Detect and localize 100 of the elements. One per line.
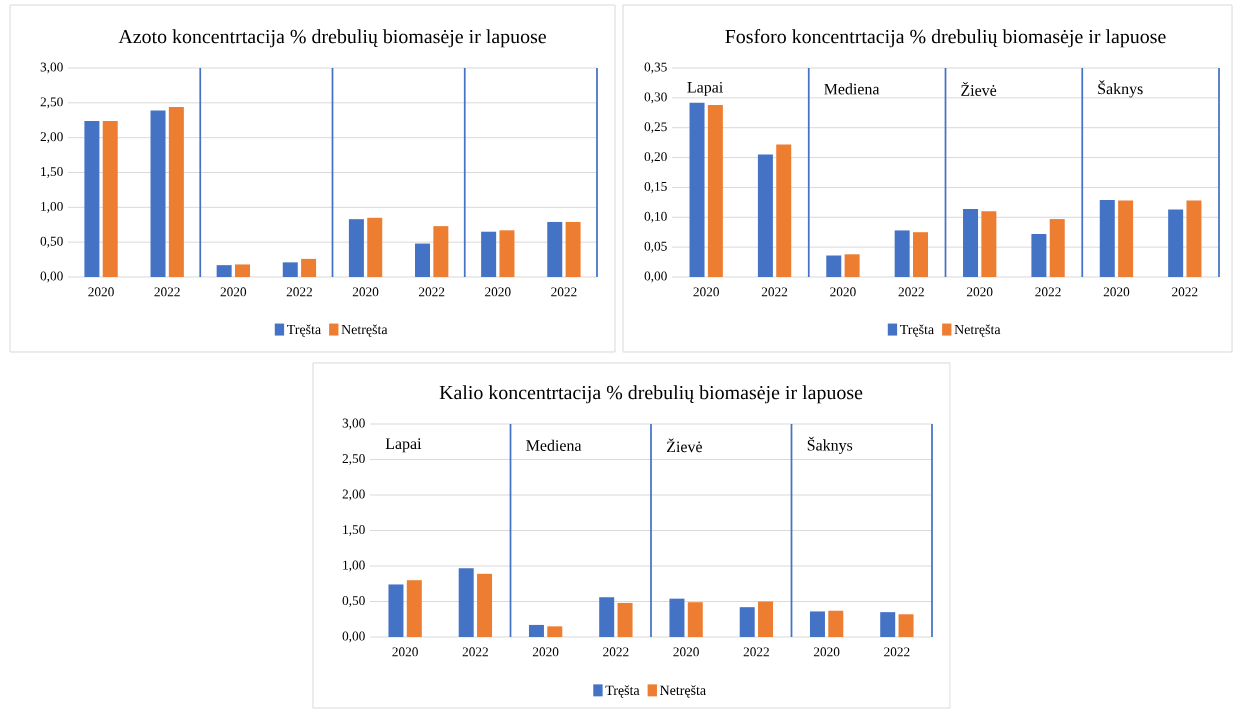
x-tick-label: 2022 — [743, 647, 769, 657]
bar — [599, 597, 615, 637]
bar — [547, 221, 563, 277]
legend-label: Netręšta — [954, 324, 1001, 337]
bar — [912, 232, 928, 277]
annotation: Šaknys — [1098, 80, 1143, 98]
bar — [102, 120, 118, 277]
x-tick-label: 2020 — [1103, 287, 1130, 297]
y-tick-label: 0,35 — [644, 62, 667, 74]
bar — [216, 265, 232, 277]
x-tick-label: 2020 — [88, 287, 114, 297]
bar — [348, 219, 364, 277]
bar — [406, 580, 422, 637]
bar — [1186, 200, 1202, 277]
y-tick-label: 1,50 — [343, 525, 365, 536]
x-tick-label: 2022 — [462, 647, 488, 657]
x-tick-label: 2020 — [392, 647, 418, 657]
bar — [707, 105, 723, 277]
x-tick-label: 2020 — [966, 287, 993, 297]
x-tick-label: 2020 — [532, 647, 559, 657]
bar — [826, 255, 842, 277]
x-tick-label: 2020 — [830, 287, 856, 297]
y-tick-label: 0,25 — [644, 122, 667, 134]
bar — [898, 614, 914, 637]
legend-label: Tręšta — [900, 324, 934, 337]
y-tick-label: 0,50 — [40, 236, 63, 248]
annotation: Mediena — [824, 83, 880, 95]
bar — [1049, 219, 1065, 277]
x-tick-label: 2022 — [898, 287, 924, 297]
bar — [415, 243, 431, 277]
x-tick-label: 2020 — [352, 287, 379, 297]
chart-title: Fosforo koncentrtacija % drebulių biomasėje ir lapuose — [725, 29, 1166, 48]
y-tick-label: 1,50 — [41, 167, 63, 178]
bar — [739, 607, 755, 637]
annotation: Šaknys — [807, 436, 853, 454]
y-tick-label: 0,20 — [644, 152, 667, 164]
y-tick-label: 0,50 — [342, 596, 365, 607]
annotation: Lapai — [687, 81, 723, 96]
x-tick-label: 2020 — [220, 287, 247, 297]
bar — [477, 573, 493, 637]
y-tick-label: 0,00 — [342, 631, 365, 643]
bar — [1168, 209, 1184, 277]
x-tick-label: 2022 — [1172, 287, 1198, 297]
annotation: Žievė — [961, 81, 997, 96]
bar — [84, 120, 100, 277]
bar — [301, 258, 317, 277]
y-tick-label: 0,00 — [40, 271, 63, 283]
bar — [367, 217, 383, 277]
y-tick-label: 0,05 — [644, 241, 667, 253]
x-tick-label: 2022 — [418, 287, 445, 297]
bar — [150, 110, 166, 277]
legend-label: Tręšta — [287, 324, 321, 337]
annotation: Lapai — [385, 438, 422, 453]
x-tick-label: 2020 — [693, 287, 719, 297]
bar — [1099, 199, 1115, 277]
bar — [828, 610, 844, 637]
annotation: Mediena — [526, 439, 582, 451]
y-tick-label: 0,15 — [644, 181, 667, 193]
y-tick-label: 2,50 — [40, 97, 63, 109]
x-tick-label: 2022 — [884, 647, 910, 657]
bar — [547, 626, 563, 637]
bar — [481, 231, 497, 277]
y-tick-label: 2,50 — [342, 454, 365, 465]
x-tick-label: 2022 — [551, 287, 577, 297]
bar — [168, 107, 184, 277]
bar — [963, 208, 979, 277]
bar — [565, 221, 581, 277]
bar — [758, 601, 774, 637]
bar — [844, 254, 860, 277]
y-tick-label: 0,00 — [644, 271, 667, 283]
x-tick-label: 2022 — [286, 287, 312, 297]
bar — [458, 568, 474, 637]
y-tick-label: 2,00 — [342, 489, 365, 501]
bar — [528, 624, 544, 637]
bar — [282, 262, 298, 277]
x-tick-label: 2020 — [673, 647, 699, 657]
bar — [234, 264, 250, 277]
bar — [433, 226, 449, 277]
x-tick-label: 2020 — [485, 287, 511, 297]
x-tick-label: 2020 — [813, 647, 840, 657]
bar — [669, 598, 685, 637]
y-tick-label: 0,10 — [644, 211, 667, 223]
x-tick-label: 2022 — [761, 287, 788, 297]
bar — [757, 154, 773, 277]
y-tick-label: 1,00 — [343, 560, 365, 572]
y-tick-label: 3,00 — [342, 418, 365, 430]
chart-title: Kalio koncentrtacija % drebulių biomasėje ir lapuose — [439, 385, 863, 404]
legend-label: Netręšta — [341, 324, 388, 337]
y-tick-label: 1,00 — [41, 201, 63, 213]
x-tick-label: 2022 — [603, 647, 629, 657]
bar — [1031, 234, 1047, 277]
annotation: Žievė — [667, 438, 702, 453]
bar — [689, 102, 705, 277]
bar — [388, 584, 404, 637]
bar — [776, 144, 792, 277]
x-tick-label: 2022 — [154, 287, 180, 297]
chart-title: Azoto koncentrtacija % drebulių biomasėje ir lapuose — [118, 29, 546, 48]
y-tick-label: 0,30 — [644, 92, 667, 104]
y-tick-label: 2,00 — [40, 132, 63, 144]
bar — [1118, 200, 1134, 277]
